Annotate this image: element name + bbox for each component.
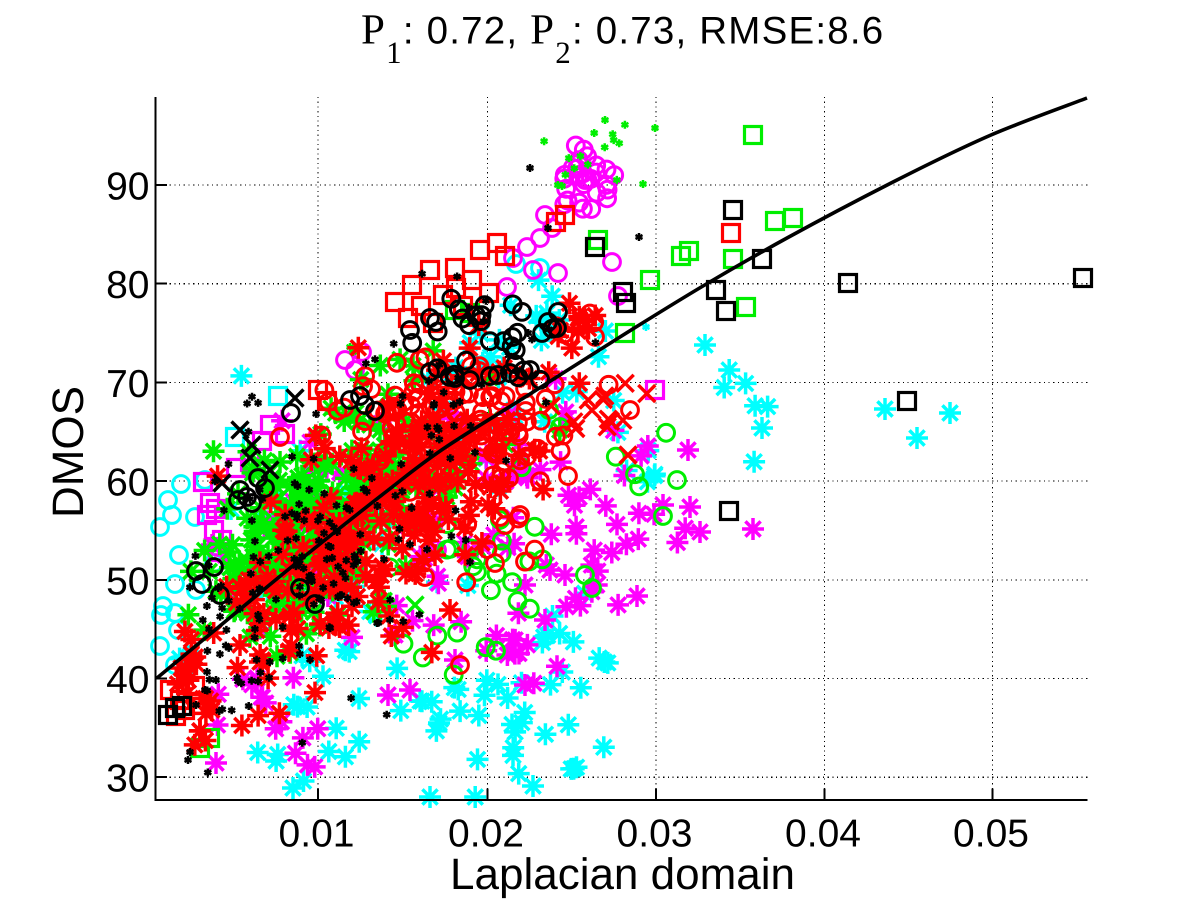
svg-text:50: 50 xyxy=(106,560,149,603)
svg-text:60: 60 xyxy=(106,462,149,505)
svg-text:P1: 0.72, P2: 0.73, RMSE:8.6: P1: 0.72, P2: 0.73, RMSE:8.6 xyxy=(361,7,884,71)
svg-text:70: 70 xyxy=(106,363,149,406)
svg-text:0.05: 0.05 xyxy=(953,813,1029,856)
svg-text:80: 80 xyxy=(106,264,149,307)
svg-text:0.02: 0.02 xyxy=(448,813,524,856)
svg-text:90: 90 xyxy=(106,166,149,209)
svg-text:0.04: 0.04 xyxy=(785,813,861,856)
svg-text:DMOS: DMOS xyxy=(44,386,93,518)
svg-text:Laplacian domain: Laplacian domain xyxy=(450,850,795,899)
svg-text:0.01: 0.01 xyxy=(279,813,355,856)
svg-text:30: 30 xyxy=(106,758,149,801)
svg-text:40: 40 xyxy=(106,659,149,702)
svg-text:0.03: 0.03 xyxy=(617,813,693,856)
